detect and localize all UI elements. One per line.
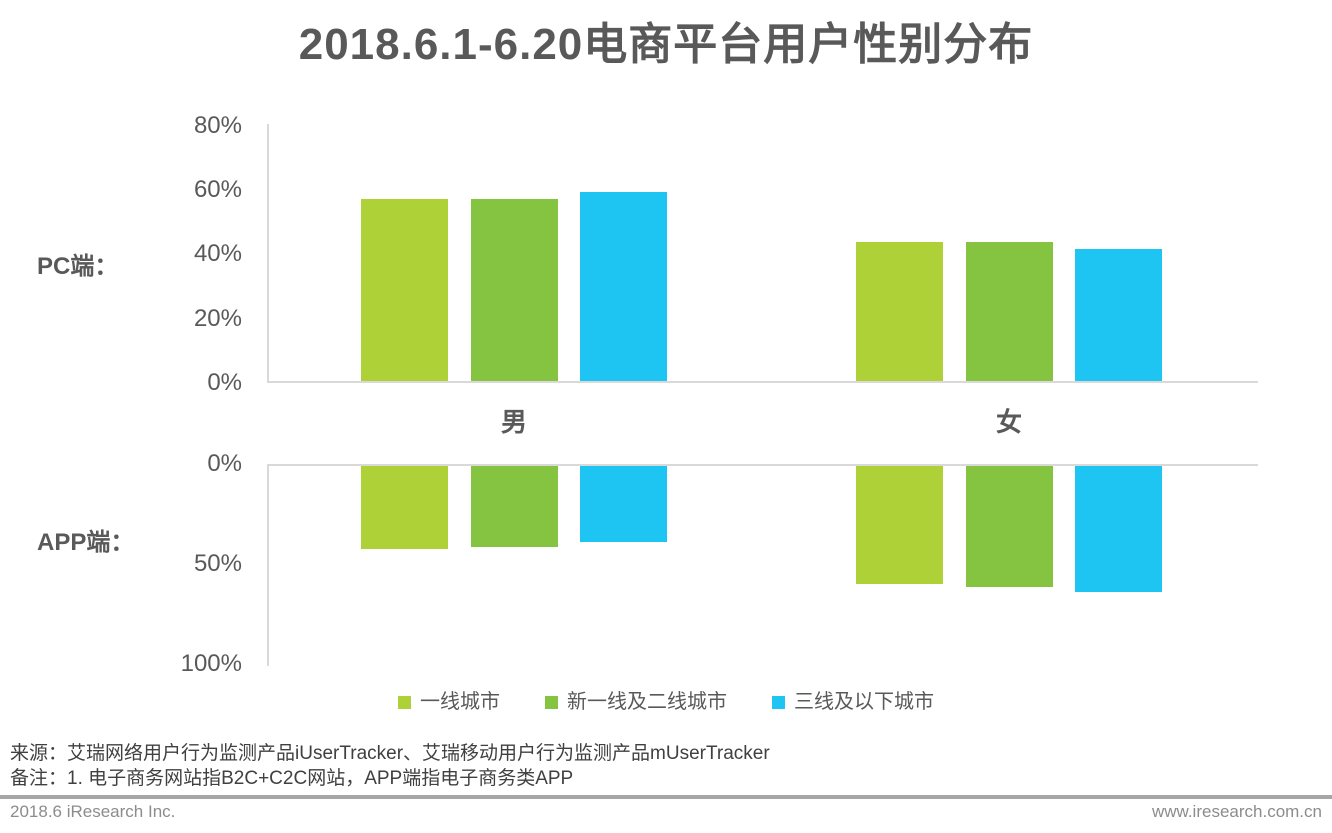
legend-label-tier1: 一线城市 (420, 691, 500, 713)
source-note: 来源：艾瑞网络用户行为监测产品iUserTracker、艾瑞移动用户行为监测产品… (10, 743, 770, 764)
footer-branding: 2018.6 iResearch Inc. (10, 802, 176, 821)
pc-bar-女-一线城市 (856, 241, 943, 381)
app-bar-女-一线城市 (856, 466, 943, 584)
app-ytick-0: 0% (207, 450, 242, 477)
app-ytick-50: 50% (193, 550, 242, 577)
app-bar-男-新一线及二线城市 (470, 466, 558, 547)
pc-bar-男-一线城市 (361, 198, 448, 381)
legend-item-tier2: 新一线及二线城市 (545, 688, 727, 716)
footer-url: www.iresearch.com.cn (1151, 802, 1322, 821)
app-plot (267, 464, 1258, 666)
legend-swatch-tier3-icon (772, 695, 785, 709)
app-ytick-100: 100% (180, 650, 242, 677)
category-label-female: 女 (995, 407, 1022, 437)
page-title: 2018.6.1-6.20电商平台用户性别分布 (298, 20, 1034, 69)
pc-plot (267, 124, 1258, 383)
pc-ytick-60: 60% (193, 176, 242, 203)
app-bar-女-三线及以下城市 (1075, 466, 1162, 592)
app-x-axis-line (267, 464, 1258, 466)
pc-bar-男-三线及以下城市 (580, 191, 667, 381)
pc-bar-男-新一线及二线城市 (470, 198, 558, 381)
legend: 一线城市 新一线及二线城市 三线及以下城市 (0, 688, 1332, 716)
app-bar-男-一线城市 (361, 466, 448, 549)
app-panel-label: APP端： (37, 529, 135, 556)
legend-item-tier3: 三线及以下城市 (772, 688, 934, 716)
pc-ytick-80: 80% (193, 112, 242, 139)
pc-y-axis-line (267, 124, 269, 383)
footer-divider (0, 795, 1332, 799)
app-y-axis-line (267, 464, 269, 666)
pc-x-axis-line (267, 381, 1258, 383)
pc-ytick-40: 40% (193, 240, 242, 267)
app-bar-男-三线及以下城市 (580, 466, 667, 542)
app-bar-女-新一线及二线城市 (965, 466, 1053, 587)
pc-bar-女-新一线及二线城市 (965, 241, 1053, 381)
legend-swatch-tier2-icon (545, 695, 558, 709)
legend-label-tier3: 三线及以下城市 (794, 691, 934, 713)
legend-label-tier2: 新一线及二线城市 (567, 691, 727, 713)
remark-note: 备注：1. 电子商务网站指B2C+C2C网站，APP端指电子商务类APP (10, 768, 574, 789)
pc-ytick-20: 20% (193, 305, 242, 332)
category-label-male: 男 (500, 407, 527, 437)
pc-bar-女-三线及以下城市 (1075, 249, 1162, 381)
legend-item-tier1: 一线城市 (398, 688, 500, 716)
pc-panel-label: PC端： (37, 253, 119, 280)
pc-ytick-0: 0% (207, 369, 242, 396)
legend-swatch-tier1-icon (398, 695, 411, 709)
